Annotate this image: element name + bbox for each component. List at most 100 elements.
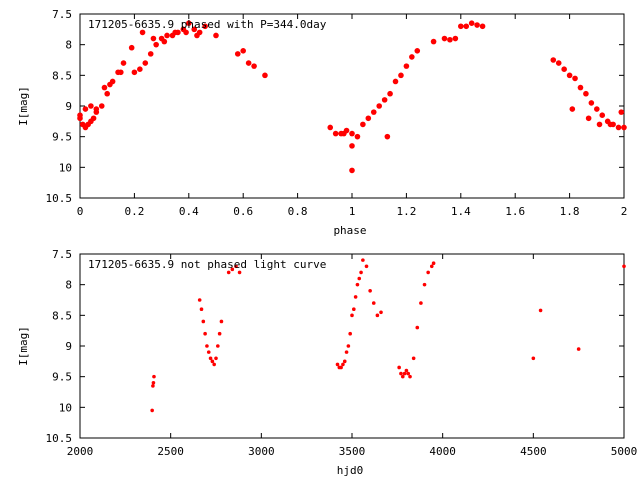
phased-data-point	[621, 124, 627, 131]
phased-x-tick-label: 0.8	[288, 205, 308, 218]
phased-y-tick-label: 9	[65, 100, 72, 113]
phased-y-tick-label: 10.5	[46, 192, 73, 205]
unphased-ticks: 2000 2500 3000 3500 4000 4500 5000 7.5 8 8.5 9 9.5 1…	[46, 248, 638, 458]
phased-x-tick-label: 0.2	[124, 205, 144, 218]
unphased-data-point	[402, 371, 407, 376]
phased-x-tick-label: 1.8	[560, 205, 580, 218]
unphased-data-point	[344, 350, 349, 354]
unphased-data-point	[576, 347, 581, 351]
unphased-x-tick-label: 3000	[248, 445, 275, 458]
phased-data-point	[341, 130, 347, 137]
phased-data-point	[349, 130, 355, 137]
phased-data-point	[101, 84, 108, 91]
phased-data-point	[142, 60, 149, 66]
phased-data-point	[82, 106, 89, 112]
phased-data-point	[387, 90, 393, 97]
unphased-data-point	[419, 301, 423, 305]
phased-data-point	[332, 130, 339, 137]
unphased-data-point	[368, 289, 372, 293]
phased-data-point	[572, 75, 578, 82]
unphased-data-point	[206, 350, 211, 354]
phased-data-point	[403, 63, 410, 69]
unphased-data-point	[197, 298, 202, 302]
phased-x-tick-label: 0.4	[179, 205, 199, 218]
unphased-data-point	[408, 374, 412, 379]
unphased-data-point	[151, 384, 155, 388]
unphased-x-tick-label: 2000	[67, 445, 94, 458]
unphased-data-point	[622, 264, 626, 269]
unphased-data-point	[205, 344, 209, 348]
unphased-data-point	[531, 356, 536, 361]
phased-data-point	[262, 72, 268, 79]
unphased-data-point	[346, 344, 351, 348]
unphased-data-point	[237, 270, 242, 275]
phased-data-point	[128, 44, 135, 51]
phased-data-point	[615, 124, 622, 131]
phased-data-point	[240, 48, 246, 54]
unphased-data-point	[538, 308, 543, 313]
unphased-data-point	[406, 371, 411, 376]
phased-x-axis-label: phase	[333, 224, 366, 237]
phased-data-point	[569, 106, 576, 112]
unphased-y-tick-label: 8	[65, 279, 72, 292]
unphased-data-point	[216, 344, 220, 348]
phased-data-point	[370, 109, 377, 115]
phased-data-point	[458, 23, 464, 30]
unphased-x-tick-label: 3500	[339, 445, 366, 458]
phased-data-point	[577, 84, 584, 91]
phased-x-tick-label: 0.6	[233, 205, 253, 218]
unphased-data-point	[371, 301, 376, 305]
phased-data-point	[251, 63, 257, 69]
phased-data-point	[194, 32, 200, 39]
unphased-data-point	[214, 356, 218, 361]
unphased-data-point	[353, 295, 358, 299]
phased-data-point	[137, 66, 143, 72]
unphased-data-point	[199, 307, 204, 312]
unphased-data-point	[350, 313, 354, 318]
unphased-data-point	[151, 381, 156, 385]
phased-data-point	[139, 29, 146, 36]
unphased-data-point	[429, 264, 434, 269]
phased-data-point	[107, 81, 113, 88]
unphased-data-point	[348, 331, 352, 336]
phased-data-point	[202, 23, 208, 30]
phased-chart: 0 0.2 0.4 0.6 0.8 1 1.2 1.4 1.6 1.8 2 7.5 8 8.5 9 9.5 10…	[17, 8, 627, 237]
phased-data-point	[474, 22, 480, 28]
unphased-data-point	[203, 331, 207, 336]
phased-x-tick-label: 1	[349, 205, 356, 218]
unphased-data-point	[217, 331, 222, 336]
phased-data-point	[452, 35, 459, 42]
phased-data-point	[183, 29, 189, 36]
phased-data-point	[93, 106, 100, 112]
unphased-data-point	[411, 356, 416, 361]
unphased-x-tick-label: 2500	[157, 445, 184, 458]
phased-data-point	[566, 72, 573, 79]
unphased-data-point	[230, 267, 235, 272]
phased-data-point	[561, 66, 567, 72]
phased-data-point	[468, 20, 475, 27]
unphased-data-point	[208, 356, 213, 361]
phased-data-point	[349, 143, 355, 149]
unphased-x-tick-label: 4000	[429, 445, 456, 458]
phased-y-axis-label: I[mag]	[17, 86, 30, 126]
unphased-data-point	[355, 282, 360, 287]
unphased-data-point	[342, 359, 347, 364]
phased-y-tick-label: 8.5	[52, 69, 72, 82]
phased-y-tick-label: 9.5	[52, 131, 72, 144]
phased-data-point	[365, 115, 372, 122]
unphased-data-point	[361, 258, 365, 262]
unphased-data-point	[431, 261, 436, 266]
phased-data-point	[392, 78, 399, 85]
phased-data-point	[104, 90, 110, 97]
unphased-points	[150, 258, 626, 413]
unphased-data-point	[359, 270, 363, 275]
phased-data-point	[153, 41, 159, 48]
phased-x-tick-label: 1.4	[451, 205, 471, 218]
unphased-data-point	[426, 270, 430, 275]
unphased-data-point	[352, 307, 356, 312]
phased-data-point	[150, 35, 157, 42]
unphased-data-point	[357, 276, 362, 281]
unphased-plot-frame	[79, 253, 625, 439]
phased-x-tick-label: 1.6	[505, 205, 525, 218]
phased-data-point	[583, 90, 589, 97]
